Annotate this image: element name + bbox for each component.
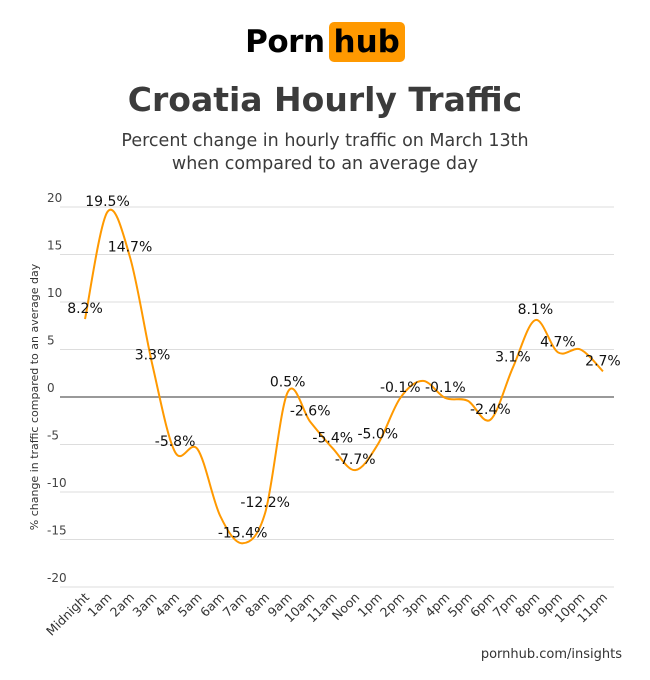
subtitle-line-1: Percent change in hourly traffic on Marc… xyxy=(121,131,529,151)
y-tick-label: 20 xyxy=(47,191,62,205)
logo-text-porn: Porn xyxy=(245,24,325,60)
data-label: -15.4% xyxy=(218,525,268,541)
subtitle-line-2: when compared to an average day xyxy=(171,154,479,174)
data-label: 3.3% xyxy=(135,348,171,364)
data-label: -5.0% xyxy=(357,427,398,443)
data-label: -0.1% xyxy=(425,380,466,396)
data-label: 8.1% xyxy=(518,302,554,318)
data-label: -12.2% xyxy=(240,495,290,511)
data-label: 0.5% xyxy=(270,374,306,390)
data-label: -7.7% xyxy=(335,452,376,468)
data-label: -2.4% xyxy=(470,402,511,418)
y-axis-label: % change in traffic compared to an avera… xyxy=(28,263,41,530)
data-label: 8.2% xyxy=(67,301,103,317)
x-tick-label: Midnight xyxy=(43,589,92,638)
series-line xyxy=(84,208,604,545)
y-tick-label: -15 xyxy=(47,524,67,538)
footer-source: pornhub.com/insights xyxy=(480,647,622,662)
y-tick-label: 0 xyxy=(47,381,55,395)
y-tick-label: 10 xyxy=(47,286,62,300)
chart-subtitle: Percent change in hourly traffic on Marc… xyxy=(0,130,650,176)
data-label: -2.6% xyxy=(290,404,331,420)
data-label: 3.1% xyxy=(495,350,531,366)
logo-text-hub: hub xyxy=(328,22,405,62)
data-label: -5.4% xyxy=(312,430,353,446)
data-label: 2.7% xyxy=(585,353,621,369)
data-label: 14.7% xyxy=(108,239,152,255)
y-tick-label: 5 xyxy=(47,334,55,348)
y-tick-label: -20 xyxy=(47,571,67,585)
data-label: 19.5% xyxy=(85,194,129,210)
chart-title: Croatia Hourly Traffic xyxy=(127,80,523,119)
pornhub-logo: Porn hub xyxy=(0,22,650,62)
y-tick-label: -5 xyxy=(47,429,59,443)
data-label: -5.8% xyxy=(155,434,196,450)
data-label: -0.1% xyxy=(380,380,421,396)
y-tick-label: 15 xyxy=(47,239,62,253)
y-tick-label: -10 xyxy=(47,476,67,490)
data-label: 4.7% xyxy=(540,334,576,350)
